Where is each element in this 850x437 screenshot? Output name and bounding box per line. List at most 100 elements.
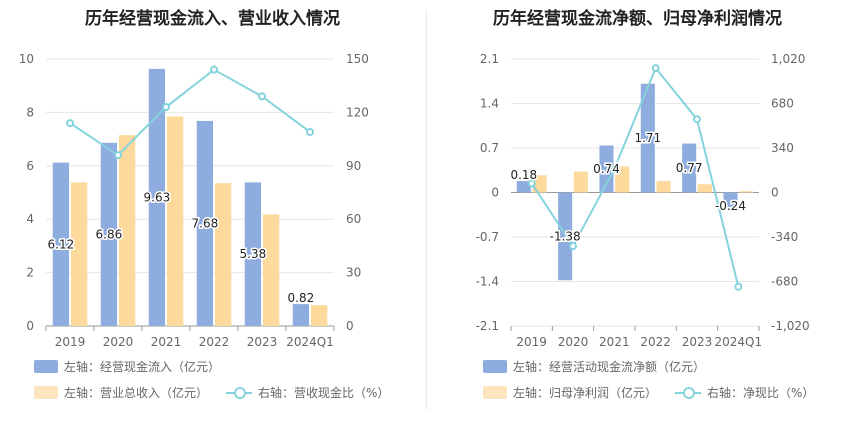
bar-secondary (656, 181, 671, 193)
bar-primary (148, 68, 166, 326)
bar-secondary (739, 191, 754, 193)
legend-item[interactable]: 左轴：经营现金流入（亿元） (34, 358, 220, 375)
y-right-tick-label: -680 (771, 275, 798, 289)
bar-primary (196, 120, 214, 326)
y-left-tick-label: 2 (26, 266, 34, 280)
x-tick-label: 2021 (151, 335, 182, 349)
legend-item[interactable]: 右轴：营收现金比（%） (226, 384, 389, 401)
y-right-tick-label: 120 (346, 105, 369, 119)
ratio-line (530, 66, 740, 287)
ratio-point (734, 282, 743, 291)
bar-secondary (310, 305, 328, 326)
ratio-point (162, 103, 170, 112)
ratio-point (610, 164, 619, 173)
bar-primary (292, 304, 310, 326)
y-left-tick-label: 0 (26, 319, 34, 333)
y-right-tick-label: 680 (771, 97, 794, 111)
bar-secondary (214, 183, 232, 326)
x-tick-label: 2022 (640, 335, 671, 349)
ratio-point (258, 92, 266, 101)
legend-label: 左轴：经营现金流入（亿元） (64, 360, 221, 374)
bar-primary (640, 83, 655, 193)
ratio-point (114, 151, 122, 160)
chart-title: 历年经营现金流净额、归母净利润情况 (493, 9, 782, 29)
y-left-tick-label: 0.7 (480, 141, 499, 155)
ratio-point (651, 64, 660, 73)
bar-data-label: -0.24 (715, 199, 746, 213)
legend-row-2: 左轴：归母净利润（亿元） 右轴：净现比（%） (483, 384, 832, 401)
chart-plot-left: 0 2 4 6 8 10 0 30 60 90 120 150 2019 2020 2021 2022 2023… (19, 52, 369, 349)
legend-swatch (34, 386, 58, 399)
bar-data-label: 0.82 (288, 291, 315, 305)
x-tick-label: 2019 (55, 335, 86, 349)
y-right-tick-label: -1,020 (771, 319, 810, 333)
chart-title: 历年经营现金流入、营业收入情况 (85, 9, 340, 29)
y-right-tick-label: 0 (346, 319, 354, 333)
y-right-tick-label: -340 (771, 230, 798, 244)
y-right-tick-label: 150 (346, 52, 369, 66)
chart-panel-left: 历年经营现金流入、营业收入情况 0 2 4 6 8 10 0 30 60 90 120 150 2019… (19, 9, 407, 401)
bar-data-label: 0.18 (510, 168, 537, 182)
bar-primary (599, 145, 614, 193)
bar-primary (516, 181, 531, 193)
y-right-tick-label: 340 (771, 141, 794, 155)
y-right-tick-label: 0 (771, 186, 779, 200)
bar-data-label: 1.71 (634, 131, 661, 145)
legend-swatch (34, 360, 58, 373)
ratio-point (66, 119, 74, 128)
x-tick-label: 2019 (516, 335, 547, 349)
bar-data-label: 0.77 (676, 161, 703, 175)
bar-primary (558, 192, 573, 281)
y-left-tick-label: 8 (26, 105, 34, 119)
ratio-line (69, 68, 311, 157)
bar-data-label: 0.74 (593, 162, 620, 176)
x-tick-label: 2024Q1 (286, 335, 334, 349)
panel-divider (426, 10, 427, 410)
x-tick-label: 2022 (199, 335, 230, 349)
bar-secondary (70, 182, 88, 326)
y-right-tick-label: 90 (346, 159, 361, 173)
bar-primary (723, 192, 738, 208)
legend-label: 右轴：营收现金比（%） (258, 386, 390, 400)
bar-data-label: 6.12 (48, 237, 75, 251)
y-right-tick-label: 60 (346, 212, 361, 226)
bar-secondary (166, 116, 184, 326)
legend-line-swatch (226, 386, 253, 399)
ratio-point (210, 65, 218, 74)
x-tick-label: 2020 (558, 335, 589, 349)
ratio-point (306, 127, 314, 136)
y-left-tick-label: 10 (19, 52, 34, 66)
bar-secondary (118, 135, 136, 326)
legend-label: 左轴：经营活动现金流净额（亿元） (513, 360, 706, 374)
legend-label: 左轴：营业总收入（亿元） (64, 386, 209, 400)
y-right-tick-label: 1,020 (771, 52, 805, 66)
bar-data-label: 9.63 (144, 190, 171, 204)
chart-plot-right: -2.1 -1.4 -0.7 0 0.7 1.4 2.1 -1,020 -680 -340 0 340… (476, 52, 810, 349)
legend-item[interactable]: 左轴：营业总收入（亿元） (34, 384, 208, 401)
legend-row-2: 左轴：营业总收入（亿元） 右轴：营收现金比（%） (34, 384, 407, 401)
bar-primary (244, 182, 262, 326)
legend-item[interactable]: 右轴：净现比（%） (675, 384, 814, 401)
x-tick-label: 2020 (103, 335, 134, 349)
y-left-tick-label: -0.7 (476, 230, 499, 244)
ratio-point (693, 115, 701, 124)
legend-item[interactable]: 左轴：经营活动现金流净额（亿元） (483, 358, 705, 375)
bar-primary (682, 143, 697, 193)
x-tick-label: 2023 (247, 335, 278, 349)
legend-swatch (483, 360, 507, 373)
bar-secondary (262, 214, 280, 326)
bar-data-label: -1.38 (550, 229, 581, 243)
y-left-tick-label: 2.1 (480, 52, 499, 66)
bar-data-label: 7.68 (192, 216, 219, 230)
y-left-tick-label: -2.1 (476, 319, 499, 333)
x-tick-label: 2023 (682, 335, 713, 349)
legend-item[interactable]: 左轴：归母净利润（亿元） (483, 384, 657, 401)
legend-swatch (483, 386, 507, 399)
bar-data-label: 6.86 (96, 227, 123, 241)
y-right-tick-label: 30 (346, 266, 361, 280)
ratio-point (527, 179, 536, 188)
chart-panel-right: 历年经营现金流净额、归母净利润情况 -2.1 -1.4 -0.7 0 0.7 1.4 2.1… (425, 0, 850, 437)
y-left-tick-label: 6 (26, 159, 34, 173)
x-tick-label: 2024Q1 (715, 335, 763, 349)
legend-line-swatch (675, 386, 702, 399)
